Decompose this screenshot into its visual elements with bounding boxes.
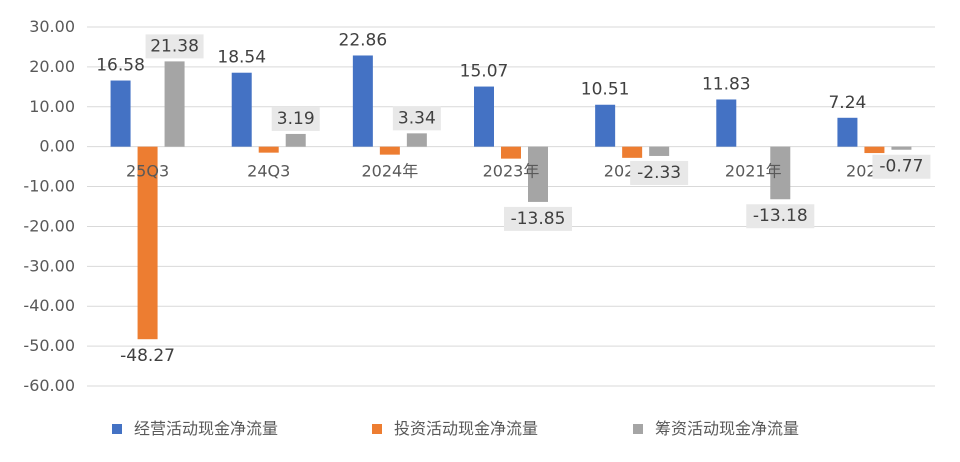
bar-investing [864, 146, 885, 154]
data-label-financing: 21.38 [150, 36, 199, 56]
bar-investing [622, 146, 643, 158]
data-label-financing: 3.34 [398, 108, 436, 128]
data-label-bg [145, 34, 204, 59]
data-label-bg [630, 160, 689, 185]
bar-operating [474, 86, 494, 147]
bar-operating [716, 99, 737, 147]
category-label: 2021年 [725, 162, 782, 181]
legend-swatch-financing [633, 424, 643, 434]
bar-operating [837, 117, 858, 147]
bar-financing [649, 146, 670, 156]
legend-swatch-operating [112, 424, 122, 434]
y-tick-label: 10.00 [29, 97, 75, 116]
bar-investing [379, 146, 400, 155]
data-label-bg [872, 154, 931, 179]
data-label-operating: 7.24 [828, 93, 866, 113]
bar-investing [137, 146, 158, 340]
bar-operating [595, 104, 616, 147]
data-label-financing: -2.33 [637, 163, 681, 183]
data-label-investing: -48.27 [120, 346, 175, 366]
category-label: 24Q3 [247, 162, 290, 181]
legend-label-operating: 经营活动现金净流量 [134, 419, 278, 438]
data-label-financing: 3.19 [277, 109, 315, 129]
bar-financing [528, 146, 548, 202]
bar-financing [891, 146, 912, 150]
data-label-operating: 15.07 [460, 62, 509, 82]
y-tick-label: -30.00 [23, 256, 75, 275]
bar-investing [258, 146, 279, 153]
y-tick-label: 0.00 [39, 137, 75, 156]
bar-financing [770, 146, 791, 200]
y-tick-label: -10.00 [23, 177, 75, 196]
data-label-bg [271, 106, 320, 131]
data-label-financing: -0.77 [879, 157, 923, 177]
category-label: 2023年 [483, 162, 540, 181]
bar-operating [352, 55, 373, 147]
data-label-financing: -13.85 [511, 209, 566, 229]
legend-label-financing: 筹资活动现金净流量 [655, 419, 799, 438]
data-label-financing: -13.18 [753, 206, 808, 226]
legend-label-investing: 投资活动现金净流量 [394, 419, 538, 438]
legend-swatch-investing [372, 424, 382, 434]
bar-financing [406, 133, 427, 147]
y-tick-label: -50.00 [23, 336, 75, 355]
bar-operating [110, 80, 131, 147]
bar-investing [501, 146, 521, 159]
data-label-operating: 18.54 [217, 48, 266, 68]
data-label-bg [746, 204, 815, 229]
data-label-operating: 16.58 [96, 56, 145, 76]
data-label-bg [392, 106, 441, 131]
data-label-operating: 10.51 [581, 80, 630, 100]
y-axis-tick-labels: 30.00 20.00 10.00 0.00 -10.00 -20.00 -30.00 -40… [23, 17, 75, 395]
y-tick-label: -60.00 [23, 376, 75, 395]
category-label: 2024年 [361, 162, 418, 181]
y-tick-label: -20.00 [23, 216, 75, 235]
data-label-operating: 11.83 [702, 74, 751, 94]
bar-operating [231, 72, 252, 147]
y-tick-label: 20.00 [29, 57, 75, 76]
bar-financing [285, 133, 306, 147]
legend: 经营活动现金净流量 投资活动现金净流量 筹资活动现金净流量 [112, 419, 799, 438]
category-label: 25Q3 [126, 162, 169, 181]
data-labels: 16.58 -48.27 21.38 18.54 3.19 22.86 3.34 15.07 -… [96, 30, 931, 366]
y-tick-label: -40.00 [23, 296, 75, 315]
data-label-bg [504, 206, 572, 231]
bars [110, 55, 912, 340]
y-tick-label: 30.00 [29, 17, 75, 36]
bar-financing [164, 61, 185, 147]
data-label-operating: 22.86 [339, 30, 388, 50]
